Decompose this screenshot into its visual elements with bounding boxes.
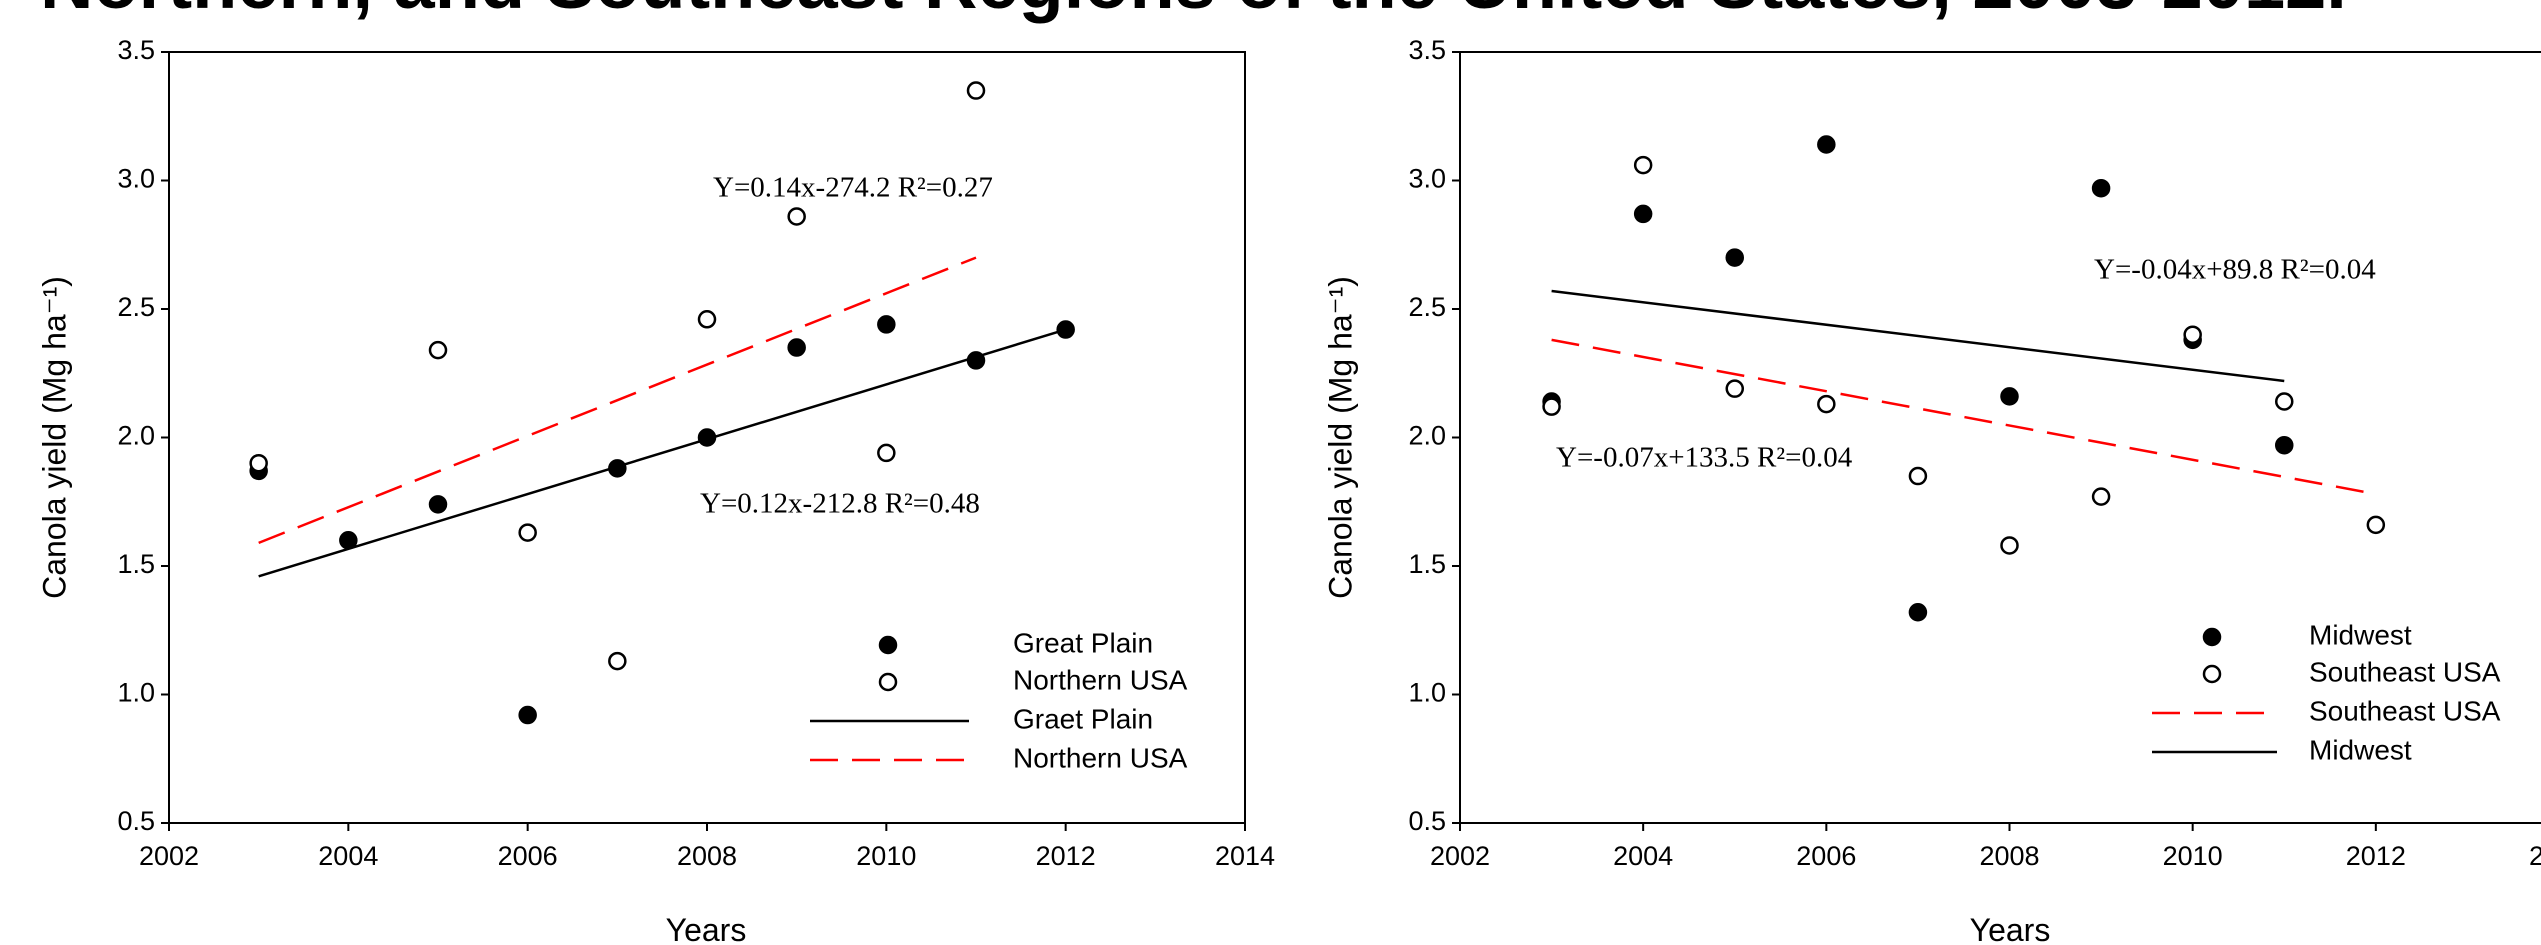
x-tick-label: 2006	[1796, 841, 1856, 871]
y-tick-label: 2.5	[117, 292, 155, 322]
regression-line	[258, 256, 977, 545]
y-tick-label: 2.0	[117, 421, 155, 451]
data-point	[1725, 248, 1744, 267]
legend-label: Midwest	[2309, 619, 2412, 650]
data-point	[2275, 392, 2294, 411]
y-tick-label: 3.0	[117, 164, 155, 194]
x-tick-label: 2012	[1036, 841, 1096, 871]
data-point	[787, 207, 806, 226]
x-tick-label: 2010	[2163, 841, 2223, 871]
data-point	[877, 315, 896, 334]
legend-marker	[878, 672, 898, 692]
y-axis-label: Canola yield (Mg ha⁻¹)	[36, 276, 72, 599]
legend-label: Graet Plain	[1013, 703, 1153, 734]
x-tick-label: 2008	[677, 841, 737, 871]
data-point	[1817, 394, 1836, 414]
x-tick-label: 2012	[2346, 841, 2406, 871]
data-point	[428, 340, 448, 360]
regression-equation: Y=-0.04x+89.8 R²=0.04	[2094, 254, 2376, 286]
x-tick-label: 2008	[1979, 841, 2039, 871]
legend-label: Southeast USA	[2309, 656, 2501, 687]
y-tick-label: 3.5	[117, 35, 155, 65]
data-point	[1725, 379, 1744, 398]
data-point	[1542, 397, 1561, 416]
data-point	[787, 338, 806, 357]
regression-line	[1551, 338, 2377, 496]
data-point	[249, 453, 268, 473]
y-tick-label: 0.5	[117, 806, 155, 836]
regression-line	[1551, 289, 2285, 383]
y-tick-label: 2.0	[1408, 421, 1446, 451]
y-tick-label: 1.0	[1408, 678, 1446, 708]
x-tick-label: 2004	[1613, 841, 1673, 871]
y-tick-label: 3.5	[1408, 35, 1446, 65]
x-tick-label: 2004	[318, 841, 378, 871]
data-point	[1817, 135, 1836, 154]
legend-marker	[2202, 664, 2222, 684]
data-point	[2275, 435, 2294, 455]
legend-label: Northern USA	[1013, 664, 1188, 695]
y-axis-label: Canola yield (Mg ha⁻¹)	[1322, 276, 1358, 599]
y-tick-label: 1.5	[1408, 549, 1446, 579]
regression-line	[258, 328, 1067, 578]
y-tick-label: 3.0	[1408, 164, 1446, 194]
legend-marker	[2202, 627, 2222, 647]
x-tick-label: 2014	[1215, 841, 1275, 871]
figure-title: Northern, and Southeast Regions of the U…	[40, 0, 2347, 24]
data-point	[1908, 603, 1928, 622]
data-point	[1633, 204, 1653, 224]
data-point	[2000, 387, 2019, 406]
regression-equation: Y=0.14x-274.2 R²=0.27	[713, 172, 993, 204]
x-tick-label: 2010	[856, 841, 916, 871]
data-point	[1908, 466, 1928, 486]
regression-equation: Y=0.12x-212.8 R²=0.48	[700, 488, 980, 520]
data-point	[2091, 487, 2111, 506]
x-tick-label: 2014	[2529, 841, 2541, 871]
data-point	[2000, 536, 2019, 555]
legend-label: Northern USA	[1013, 742, 1188, 773]
data-point	[966, 81, 986, 100]
data-point	[1633, 155, 1653, 175]
data-point	[2091, 178, 2111, 198]
data-point	[518, 523, 537, 542]
y-tick-label: 0.5	[1408, 806, 1446, 836]
data-point	[2183, 325, 2202, 344]
data-point	[2366, 515, 2386, 535]
data-point	[697, 310, 717, 329]
data-point	[518, 705, 537, 725]
data-point	[428, 495, 448, 514]
legend-marker	[878, 635, 898, 655]
y-tick-label: 1.0	[117, 678, 155, 708]
data-point	[608, 651, 627, 671]
x-axis-label: Years	[1970, 912, 2051, 945]
legend-label: Southeast USA	[2309, 695, 2501, 726]
regression-equation: Y=-0.07x+133.5 R²=0.04	[1556, 442, 1853, 474]
x-tick-label: 2006	[498, 841, 558, 871]
x-axis-label: Years	[666, 912, 747, 945]
legend-label: Midwest	[2309, 734, 2412, 765]
y-tick-label: 2.5	[1408, 292, 1446, 322]
y-tick-label: 1.5	[117, 549, 155, 579]
x-tick-label: 2002	[1430, 841, 1490, 871]
x-tick-label: 2002	[139, 841, 199, 871]
legend-label: Great Plain	[1013, 627, 1153, 658]
data-point	[877, 443, 896, 463]
